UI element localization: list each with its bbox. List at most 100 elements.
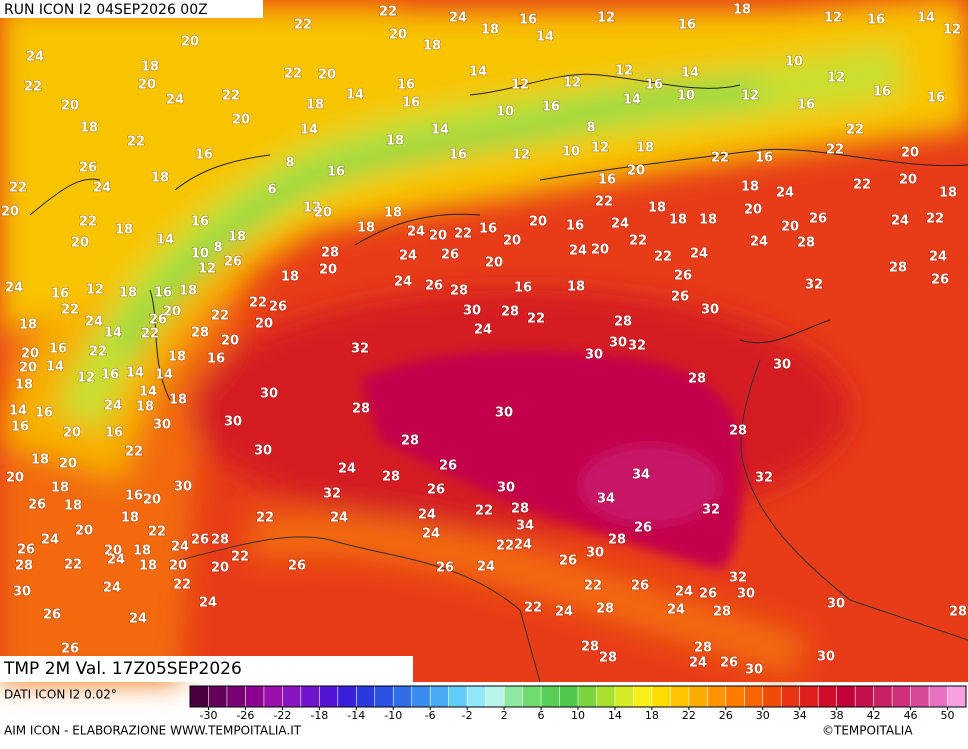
temperature-label: 28 bbox=[581, 640, 599, 655]
temperature-label: 24 bbox=[690, 247, 708, 262]
temperature-label: 16 bbox=[479, 222, 497, 237]
temperature-label: 18 bbox=[80, 121, 98, 136]
temperature-label: 18 bbox=[133, 544, 151, 559]
colorbar-swatch bbox=[208, 685, 228, 708]
temperature-label: 22 bbox=[595, 195, 613, 210]
temperature-label: 18 bbox=[386, 134, 404, 149]
temperature-label: 16 bbox=[327, 165, 345, 180]
temperature-label: 20 bbox=[314, 206, 332, 221]
temperature-label: 28 bbox=[729, 424, 747, 439]
temperature-label: 22 bbox=[853, 178, 871, 193]
colorbar-tick-label: 14 bbox=[608, 709, 622, 722]
temperature-label: 24 bbox=[407, 225, 425, 240]
temperature-label: 22 bbox=[211, 309, 229, 324]
temperature-label: 18 bbox=[179, 284, 197, 299]
temperature-label: 18 bbox=[384, 206, 402, 221]
temperature-label: 8 bbox=[586, 121, 595, 136]
colorbar-swatch bbox=[466, 685, 487, 708]
temperature-label: 12 bbox=[198, 262, 216, 277]
temperature-label: 20 bbox=[319, 263, 337, 278]
temperature-label: 26 bbox=[634, 521, 652, 536]
temperature-label: 16 bbox=[35, 406, 53, 421]
temperature-label: 18 bbox=[567, 280, 585, 295]
temperature-label: 18 bbox=[64, 499, 82, 514]
temperature-label: 26 bbox=[17, 543, 35, 558]
temperature-label: 24 bbox=[422, 527, 440, 542]
colorbar-swatch bbox=[688, 685, 709, 708]
temperature-label: 32 bbox=[628, 339, 646, 354]
temperature-label: 22 bbox=[222, 89, 240, 104]
temperature-label: 20 bbox=[503, 234, 521, 249]
temperature-label: 8 bbox=[213, 241, 222, 256]
temperature-label: 30 bbox=[13, 585, 31, 600]
temperature-label: 24 bbox=[611, 217, 629, 232]
temperature-label: 16 bbox=[678, 18, 696, 33]
temperature-label: 18 bbox=[139, 559, 157, 574]
temperature-label: 22 bbox=[9, 181, 27, 196]
colorbar-tick-label: -18 bbox=[310, 709, 328, 722]
temperature-label: 24 bbox=[477, 560, 495, 575]
temperature-label: 28 bbox=[321, 246, 339, 261]
temperature-label: 26 bbox=[809, 212, 827, 227]
temperature-label: 28 bbox=[15, 559, 33, 574]
colorbar-tick-label: -30 bbox=[199, 709, 217, 722]
temperature-label: 16 bbox=[519, 13, 537, 28]
temperature-label: 12 bbox=[591, 141, 609, 156]
temperature-label: 20 bbox=[781, 220, 799, 235]
temperature-label: 18 bbox=[733, 3, 751, 18]
temperature-label: 18 bbox=[169, 393, 187, 408]
temperature-label: 26 bbox=[28, 498, 46, 513]
temperature-label: 14 bbox=[623, 93, 641, 108]
temperature-label: 18 bbox=[306, 98, 324, 113]
temperature-label: 18 bbox=[121, 511, 139, 526]
temperature-label: 28 bbox=[599, 651, 617, 666]
temperature-label: 14 bbox=[431, 123, 449, 138]
temperature-label: 12 bbox=[77, 371, 95, 386]
temperature-label: 30 bbox=[497, 481, 515, 496]
temperature-label: 10 bbox=[785, 55, 803, 70]
temperature-label: 22 bbox=[524, 601, 542, 616]
temperature-label: 16 bbox=[402, 96, 420, 111]
colorbar-swatch bbox=[300, 685, 321, 708]
temperature-label: 32 bbox=[805, 278, 823, 293]
colorbar-tick-label: 26 bbox=[719, 709, 733, 722]
temperature-label: 12 bbox=[824, 11, 842, 26]
colorbar-swatch bbox=[836, 685, 856, 708]
colorbar-tick-label: 30 bbox=[756, 709, 770, 722]
temperature-label: 26 bbox=[224, 255, 242, 270]
temperature-label: 24 bbox=[5, 281, 23, 296]
temperature-label: 24 bbox=[418, 508, 436, 523]
temperature-label: 20 bbox=[59, 457, 77, 472]
temperature-label: 12 bbox=[943, 23, 961, 38]
temperature-label: 16 bbox=[51, 287, 69, 302]
temperature-label: 28 bbox=[401, 434, 419, 449]
temperature-label: 18 bbox=[136, 400, 154, 415]
temperature-label: 18 bbox=[423, 39, 441, 54]
temperature-label: 30 bbox=[701, 303, 719, 318]
temperature-label: 16 bbox=[49, 342, 67, 357]
temperature-label: 12 bbox=[303, 201, 321, 216]
colorbar-swatch bbox=[725, 685, 746, 708]
temperature-label: 20 bbox=[71, 236, 89, 251]
copyright: ©TEMPOITALIA bbox=[822, 724, 913, 738]
temperature-label: 24 bbox=[675, 585, 693, 600]
temperature-label: 26 bbox=[288, 559, 306, 574]
colorbar-swatch bbox=[799, 685, 819, 708]
temperature-label: 26 bbox=[436, 561, 454, 576]
temperature-label: 22 bbox=[454, 227, 472, 242]
temperature-label: 26 bbox=[439, 459, 457, 474]
temperature-label: 26 bbox=[79, 161, 97, 176]
temperature-label: 22 bbox=[141, 327, 159, 342]
temperature-label: 12 bbox=[597, 11, 615, 26]
temperature-label: 24 bbox=[667, 603, 685, 618]
temperature-label: 12 bbox=[827, 71, 845, 86]
temperature-label: 30 bbox=[153, 418, 171, 433]
temperature-label: 26 bbox=[191, 533, 209, 548]
temperature-label: 24 bbox=[514, 538, 532, 553]
temperature-label: 16 bbox=[195, 148, 213, 163]
colorbar-swatch bbox=[448, 685, 468, 708]
temperature-label: 20 bbox=[104, 544, 122, 559]
temperature-label: 16 bbox=[514, 281, 532, 296]
colorbar-swatch bbox=[891, 685, 912, 708]
colorbar-swatch bbox=[503, 685, 524, 708]
